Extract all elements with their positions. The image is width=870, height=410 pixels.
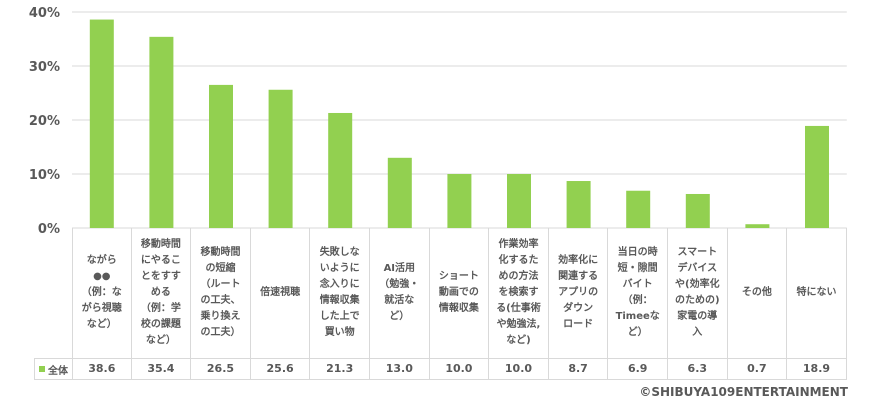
bar (685, 193, 710, 228)
bar (268, 89, 293, 228)
data-label: 6.9 (608, 358, 668, 380)
bar (387, 157, 412, 228)
data-label: 25.6 (250, 358, 311, 380)
data-label: 6.3 (668, 358, 728, 380)
category-label: 当日の時 短・隙間 バイト （例： Timeeな ど） (608, 228, 668, 358)
y-tick-label: 40% (29, 6, 60, 21)
bar (745, 224, 770, 228)
copyright: ©SHIBUYA109ENTERTAINMENT (639, 385, 848, 399)
bar (507, 174, 531, 228)
data-label: 10.0 (429, 358, 490, 380)
data-label: 0.7 (727, 358, 788, 380)
legend-swatch (39, 366, 45, 372)
data-label: 8.7 (548, 358, 609, 380)
category-label: 失敗しな いように 念入りに 情報収集 した上で 買い物 (310, 228, 370, 358)
category-label: 移動時間 にやるこ とをすす める （例：学 校の課題 など） (132, 228, 192, 358)
category-label: AI活用 （勉強・ 就活な ど） (370, 228, 430, 358)
legend: 全体 (34, 358, 72, 380)
y-tick-label: 20% (29, 114, 60, 129)
category-label: 作業効率 化するた めの方法 を検索す る(仕事術 や勉強法, など) (489, 228, 549, 358)
bar (328, 112, 353, 228)
bar (805, 125, 829, 228)
data-label: 38.6 (72, 358, 132, 380)
category-label: ながら ●● （例：な がら視聴 など） (72, 228, 132, 358)
data-label: 35.4 (131, 358, 192, 380)
y-tick-label: 10% (29, 168, 60, 183)
category-label: スマート デバイス や(効率化 のための) 家電の導 入 (668, 228, 728, 358)
category-label: その他 (728, 228, 788, 358)
category-label: 倍速視聴 (251, 228, 311, 358)
bar (626, 190, 651, 228)
bar (209, 84, 233, 229)
category-label: 効率化に 関連する アプリの ダウン ロード (549, 228, 609, 358)
category-label: 特にない (787, 228, 847, 358)
category-label: ショート 動画での 情報収集 (430, 228, 490, 358)
bar (149, 36, 174, 229)
bar (447, 174, 472, 228)
bar (89, 19, 114, 229)
legend-label: 全体 (48, 365, 68, 377)
y-tick-label: 30% (29, 60, 60, 75)
bar (566, 181, 591, 228)
data-label: 13.0 (370, 358, 430, 380)
data-label: 21.3 (310, 358, 370, 380)
category-label: 移動時間 の短縮 （ルート の工夫、 乗り換え の工夫） (191, 228, 251, 358)
y-tick-label: 0% (38, 222, 60, 237)
data-label: 18.9 (787, 358, 847, 380)
data-label: 26.5 (191, 358, 251, 380)
data-label: 10.0 (489, 358, 549, 380)
